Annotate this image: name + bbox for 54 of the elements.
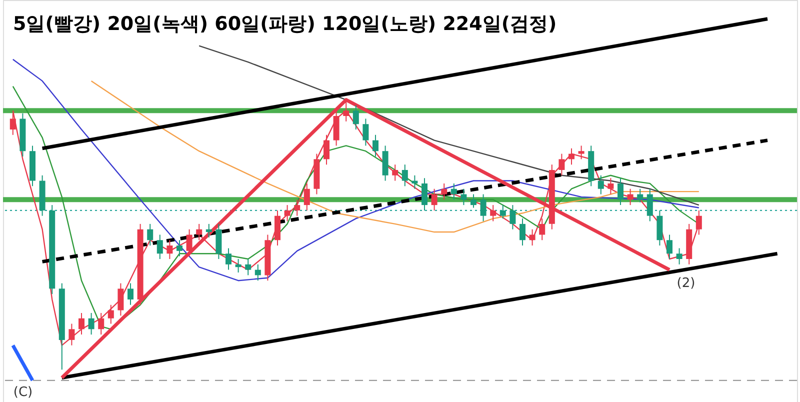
annotation: (2) (676, 276, 696, 291)
candlestick (539, 218, 546, 241)
candlestick (128, 282, 134, 306)
candlestick (402, 164, 408, 187)
candlestick (362, 118, 369, 146)
candlestick (294, 199, 300, 216)
candlestick (245, 258, 252, 276)
candlestick (578, 145, 584, 160)
candlestick (372, 134, 378, 157)
chart-title: 5일(빨강) 20일(녹색) 60일(파랑) 120일(노랑) 224일(검정) (13, 13, 557, 35)
candlestick (352, 104, 359, 130)
candlestick (558, 153, 565, 176)
candlestick (324, 134, 330, 166)
candlestick (627, 188, 634, 206)
candlestick (529, 228, 536, 246)
candlestick (284, 204, 290, 222)
candlestick (196, 223, 202, 241)
candlestick (147, 223, 154, 246)
candlestick (422, 178, 428, 211)
candlestick (568, 148, 574, 166)
candlestick (431, 188, 438, 211)
text: (C) (13, 385, 33, 400)
candlestick (510, 204, 516, 230)
candlestick (666, 234, 672, 260)
candlestick (254, 264, 261, 282)
candlestick (186, 228, 192, 257)
candlestick (226, 248, 232, 270)
candlestick (470, 194, 476, 208)
candlestick (450, 182, 457, 200)
candlestick (412, 174, 418, 190)
candlestick (460, 188, 467, 206)
candlestick (608, 178, 614, 195)
candlestick (235, 258, 242, 273)
candlestick (156, 234, 163, 260)
candlestick (646, 188, 653, 222)
candlestick (98, 312, 104, 336)
candlestick (176, 240, 182, 257)
candlestick (206, 223, 212, 238)
candlestick (480, 194, 486, 222)
candlestick (676, 248, 682, 265)
candlestick (88, 312, 94, 336)
candlestick (520, 218, 526, 246)
candlestick (490, 204, 496, 222)
candlestick (304, 182, 310, 211)
candlestick (500, 204, 506, 220)
candlestick (108, 304, 114, 324)
candlestick (637, 188, 644, 203)
candlestick (166, 240, 173, 260)
candlestick (392, 164, 398, 182)
candlestick (78, 312, 84, 336)
candlestick (598, 174, 604, 195)
candlestick (618, 178, 624, 206)
candlestick (441, 182, 448, 200)
candlestick (118, 282, 124, 316)
